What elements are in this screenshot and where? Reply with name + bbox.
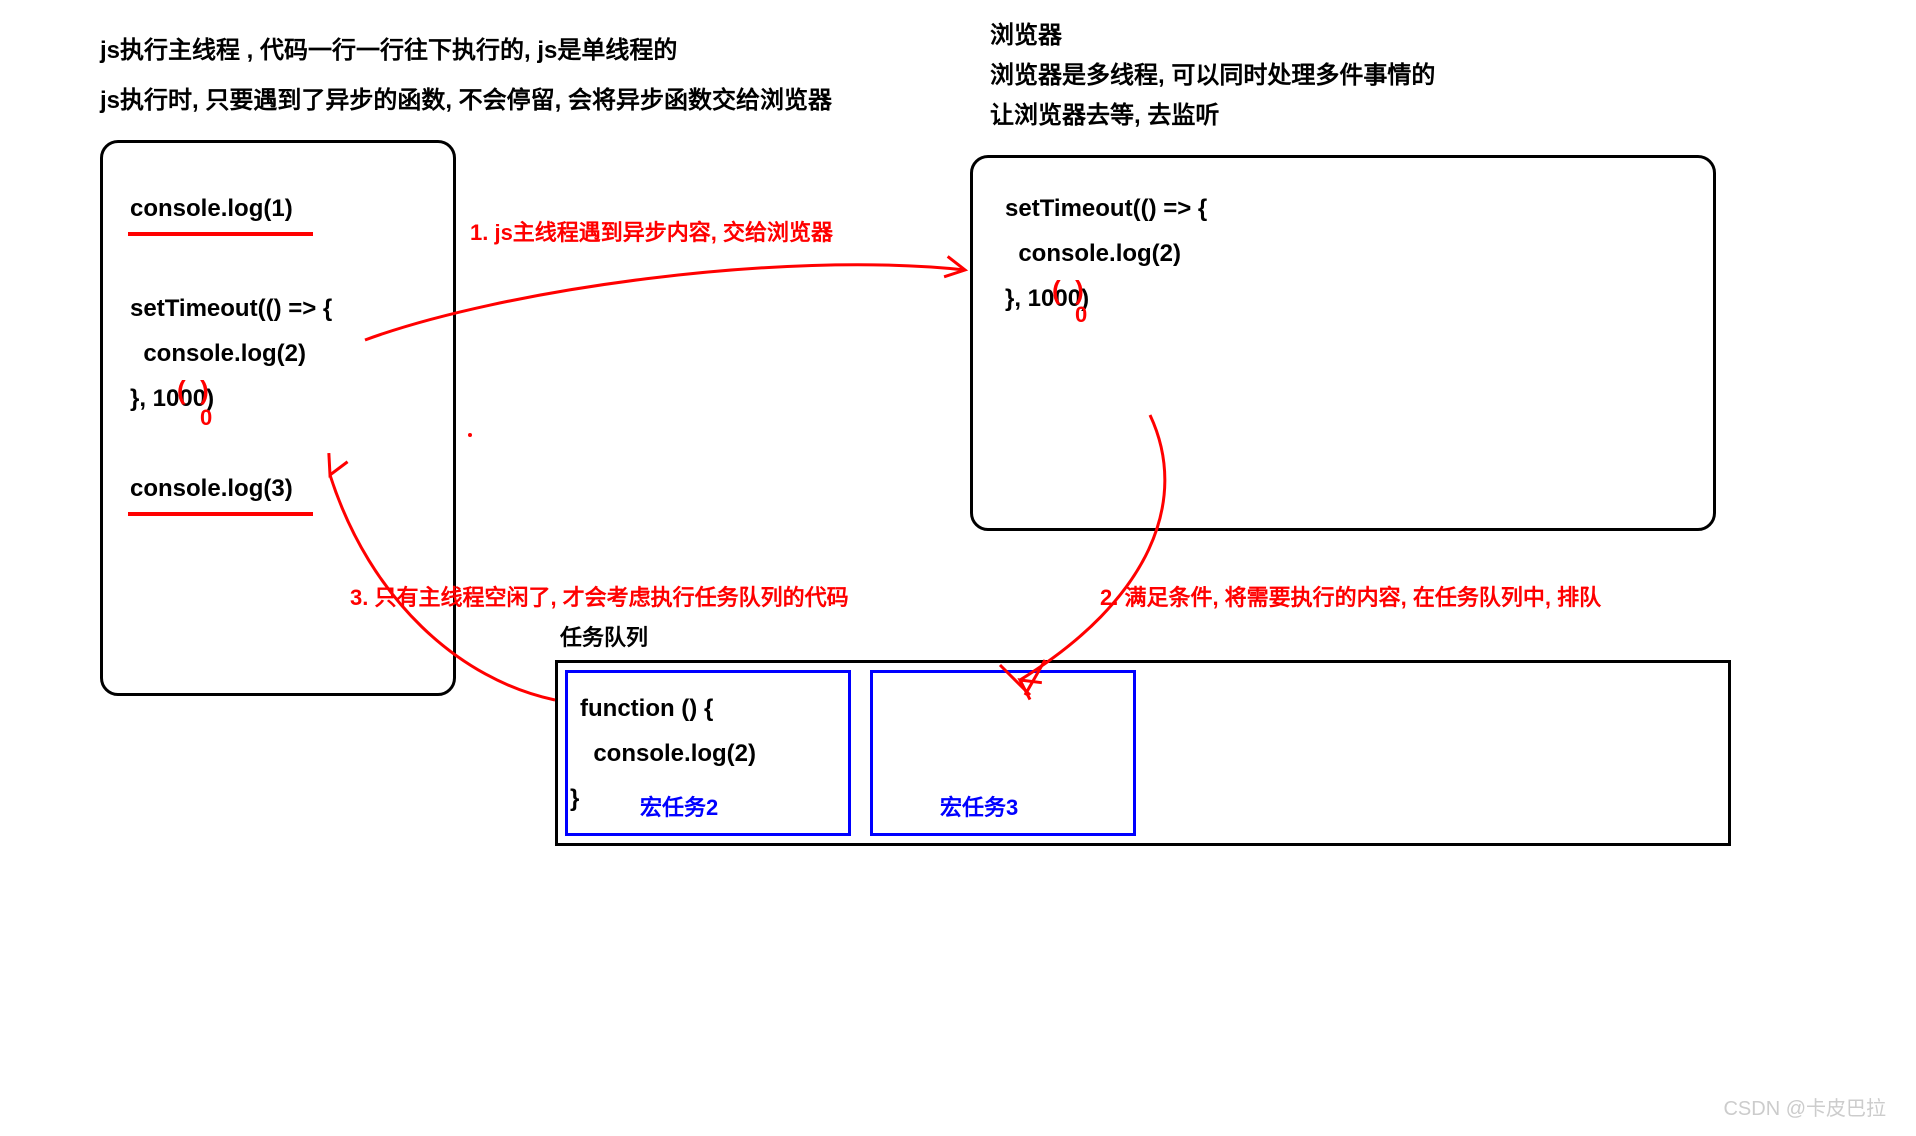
- js-paren-overlay: ( ): [177, 375, 209, 406]
- js-code-line: setTimeout(() => {: [130, 295, 332, 323]
- js-code-line: console.log(1): [130, 195, 293, 223]
- header-right-3: 让浏览器去等, 去监听: [990, 95, 1219, 130]
- queue-task-label: 宏任务3: [940, 790, 1018, 822]
- js-code-line: console.log(3): [130, 475, 293, 503]
- queue-label: 任务队列: [560, 620, 648, 652]
- header-right-1: 浏览器: [990, 15, 1062, 50]
- queue-task-code-line: }: [570, 785, 579, 813]
- header-right-2: 浏览器是多线程, 可以同时处理多件事情的: [990, 55, 1435, 90]
- queue-task-label: 宏任务2: [640, 790, 718, 822]
- js-zero-anno: 0: [200, 405, 212, 431]
- underline: [128, 512, 313, 516]
- browser-code-line: console.log(2): [1005, 240, 1181, 268]
- underline: [128, 232, 313, 236]
- arrow1-label: 1. js主线程遇到异步内容, 交给浏览器: [470, 215, 833, 247]
- header-left-2: js执行时, 只要遇到了异步的函数, 不会停留, 会将异步函数交给浏览器: [100, 80, 832, 115]
- browser-paren-overlay: ( ): [1052, 275, 1084, 306]
- js-code-line: console.log(2): [130, 340, 306, 368]
- header-left-1: js执行主线程 , 代码一行一行往下执行的, js是单线程的: [100, 30, 677, 65]
- browser-code-line: setTimeout(() => {: [1005, 195, 1207, 223]
- queue-task-code-line: console.log(2): [580, 740, 756, 768]
- queue-task-code-line: function () {: [580, 695, 713, 723]
- arrow2-label: 2. 满足条件, 将需要执行的内容, 在任务队列中, 排队: [1100, 580, 1601, 612]
- watermark: CSDN @卡皮巴拉: [1723, 1092, 1886, 1121]
- js-main-box: [100, 140, 456, 696]
- arrow3-label: 3. 只有主线程空闲了, 才会考虑执行任务队列的代码: [350, 580, 849, 612]
- diagram-canvas: js执行主线程 , 代码一行一行往下执行的, js是单线程的 js执行时, 只要…: [0, 0, 1916, 1136]
